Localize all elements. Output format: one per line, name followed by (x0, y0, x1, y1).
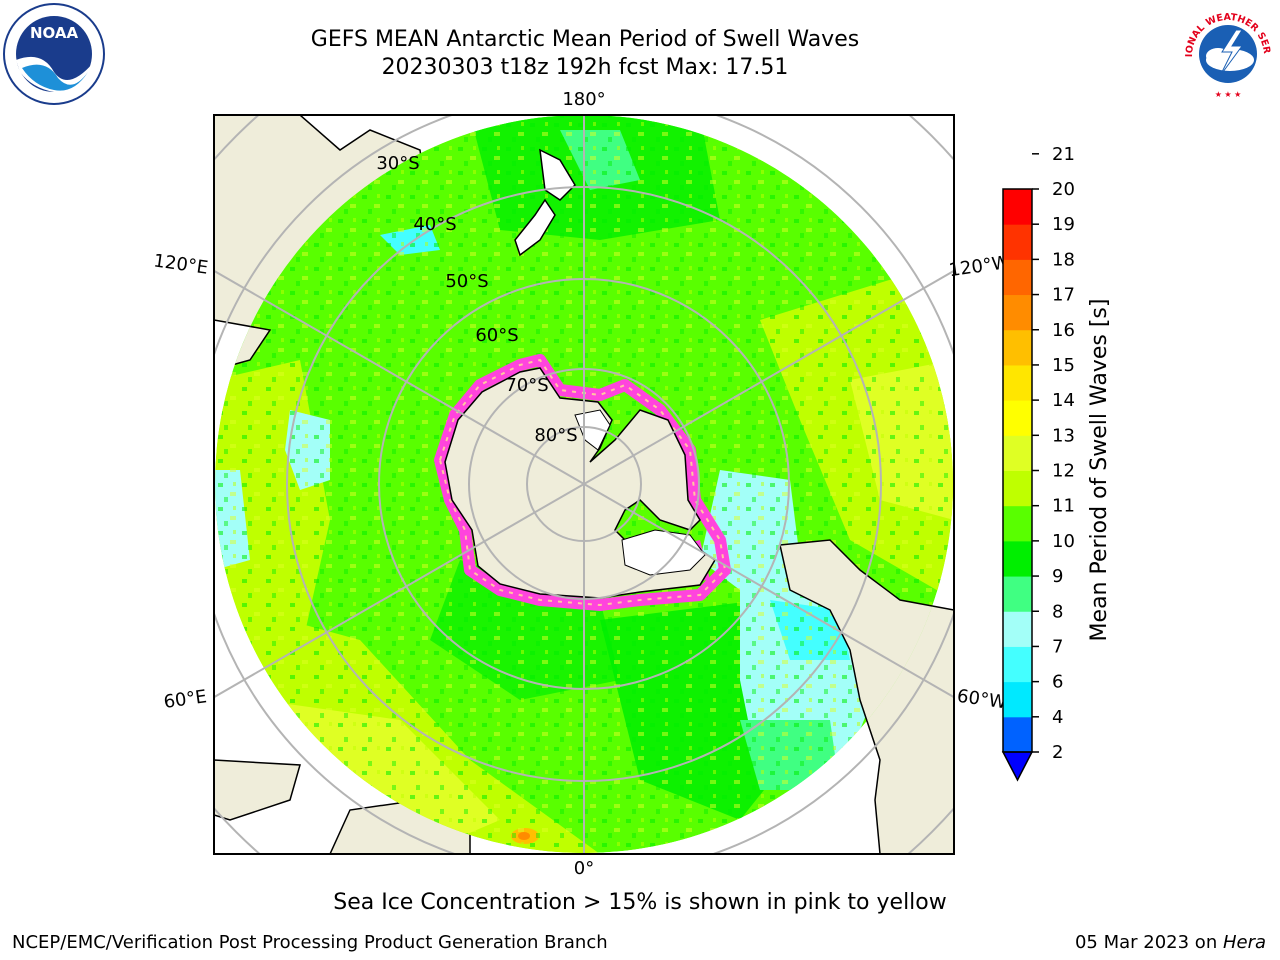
lat-label-70s: 70°S (505, 375, 548, 396)
colorbar-block (1003, 400, 1032, 436)
footer-date: 05 Mar 2023 on Hera (1075, 932, 1266, 953)
colorbar-tick-label: 21 (1052, 144, 1075, 165)
colorbar-tick-label: 17 (1052, 285, 1075, 306)
colorbar-block (1003, 329, 1032, 366)
colorbar-tick-label: 19 (1052, 214, 1075, 235)
lat-label-50s: 50°S (445, 271, 488, 292)
map-area (214, 115, 954, 854)
lat-label-30s: 30°S (376, 153, 419, 174)
lon-label-180: 180° (562, 89, 605, 110)
colorbar-block (1003, 294, 1032, 331)
footer-host: Hera (1222, 932, 1266, 953)
lat-label-80s: 80°S (534, 425, 577, 446)
colorbar-tick-label: 6 (1052, 672, 1063, 693)
colorbar-tick-label: 10 (1052, 531, 1075, 552)
svg-text:NOAA: NOAA (30, 24, 79, 42)
chart-title: GEFS MEAN Antarctic Mean Period of Swell… (310, 27, 860, 52)
lon-label-120w: 120°W (947, 252, 1011, 281)
colorbar-block (1003, 611, 1032, 647)
lon-label-60e: 60°E (162, 686, 208, 713)
colorbar-tick-label: 9 (1052, 566, 1063, 587)
map-frame (213, 114, 955, 855)
colorbar-tick-label: 16 (1052, 320, 1075, 341)
lat-label-60s: 60°S (475, 325, 518, 346)
colorbar-block (1003, 224, 1032, 260)
sea-ice-note: Sea Ice Concentration > 15% is shown in … (333, 890, 947, 915)
colorbar-tick-label: 12 (1052, 461, 1075, 482)
colorbar-tick-label: 20 (1052, 179, 1075, 200)
footer-credit: NCEP/EMC/Verification Post Processing Pr… (12, 932, 608, 953)
colorbar-block (1003, 681, 1032, 718)
footer-date-text: 05 Mar 2023 on (1074, 932, 1223, 953)
colorbar: 2 4 6 7 8 9 10 11 12 13 14 15 16 17 18 19 20 21 Mean Peri… (1001, 144, 1112, 782)
lon-label-60w: 60°W (956, 686, 1008, 714)
lon-label-0: 0° (574, 858, 594, 879)
colorbar-block (1003, 576, 1032, 612)
colorbar-block (1003, 716, 1032, 753)
colorbar-tick-label: 11 (1052, 496, 1075, 517)
colorbar-block (1003, 470, 1032, 507)
svg-text:★ ★ ★: ★ ★ ★ (1215, 90, 1242, 99)
colorbar-tick-label: 8 (1052, 601, 1063, 622)
colorbar-tick-label: 2 (1052, 742, 1063, 763)
colorbar-tick-label: 4 (1052, 707, 1063, 728)
lat-label-40s: 40°S (413, 214, 456, 235)
colorbar-block (1003, 189, 1032, 225)
national-weather-service-logo: NATIONAL WEATHER SERVICE ★ ★ ★ (1178, 2, 1276, 100)
colorbar-label: Mean Period of Swell Waves [s] (1087, 299, 1112, 642)
colorbar-block (1003, 435, 1032, 471)
chart-subtitle: 20230303 t18z 192h fcst Max: 17.51 (381, 55, 789, 80)
colorbar-block (1003, 646, 1032, 683)
colorbar-ticks: 2 4 6 7 8 9 10 11 12 13 14 15 16 17 18 19 20 21 (1032, 144, 1075, 763)
colorbar-blocks (1003, 189, 1032, 753)
colorbar-block (1003, 540, 1032, 577)
colorbar-tick-label: 14 (1052, 390, 1075, 411)
colorbar-under-triangle (1001, 751, 1034, 782)
lon-label-120e: 120°E (152, 250, 209, 278)
colorbar-tick-label: 13 (1052, 425, 1075, 446)
colorbar-tick-label: 7 (1052, 636, 1063, 657)
colorbar-tick-label: 18 (1052, 249, 1075, 270)
colorbar-block (1003, 259, 1032, 296)
colorbar-block (1003, 505, 1032, 542)
colorbar-tick-label: 15 (1052, 355, 1075, 376)
antarctica (444, 367, 717, 599)
graticule (214, 115, 954, 854)
noaa-logo: NOAA (3, 3, 105, 105)
colorbar-block (1003, 364, 1032, 401)
